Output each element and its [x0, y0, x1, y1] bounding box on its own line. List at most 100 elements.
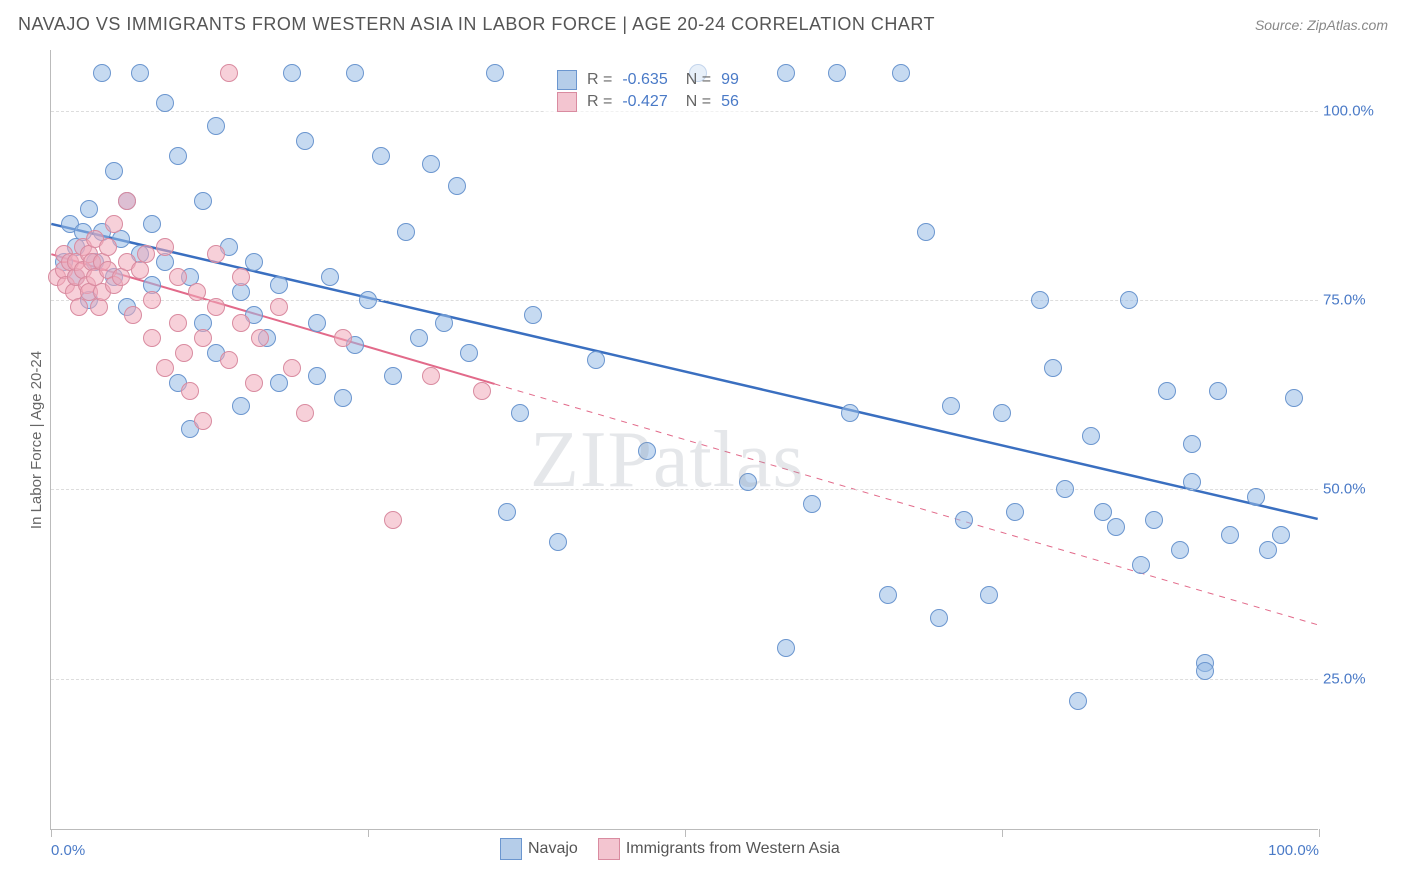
legend-swatch-navajo [500, 838, 522, 860]
data-point-immigrants [175, 344, 193, 362]
data-point-navajo [524, 306, 542, 324]
x-tick-mark [685, 829, 686, 837]
data-point-navajo [359, 291, 377, 309]
data-point-navajo [1209, 382, 1227, 400]
data-point-navajo [1132, 556, 1150, 574]
chart-title: NAVAJO VS IMMIGRANTS FROM WESTERN ASIA I… [18, 14, 935, 35]
data-point-navajo [321, 268, 339, 286]
data-point-navajo [308, 367, 326, 385]
data-point-immigrants [232, 314, 250, 332]
data-point-navajo [942, 397, 960, 415]
data-point-navajo [739, 473, 757, 491]
data-point-navajo [1183, 473, 1201, 491]
data-point-immigrants [220, 64, 238, 82]
data-point-navajo [1006, 503, 1024, 521]
data-point-immigrants [169, 314, 187, 332]
data-point-immigrants [473, 382, 491, 400]
data-point-immigrants [245, 374, 263, 392]
data-point-navajo [1285, 389, 1303, 407]
trend-lines-svg [51, 50, 1318, 829]
data-point-navajo [448, 177, 466, 195]
data-point-immigrants [105, 215, 123, 233]
data-point-navajo [334, 389, 352, 407]
data-point-navajo [1120, 291, 1138, 309]
legend-item-navajo: Navajo [500, 838, 578, 860]
data-point-navajo [397, 223, 415, 241]
data-point-immigrants [118, 192, 136, 210]
data-point-navajo [511, 404, 529, 422]
swatch-navajo [557, 70, 577, 90]
data-point-navajo [993, 404, 1011, 422]
stat-label-r: R = [587, 93, 612, 111]
data-point-immigrants [156, 238, 174, 256]
data-point-navajo [283, 64, 301, 82]
data-point-navajo [777, 639, 795, 657]
data-point-navajo [917, 223, 935, 241]
data-point-immigrants [207, 245, 225, 263]
data-point-navajo [1094, 503, 1112, 521]
data-point-navajo [270, 374, 288, 392]
data-point-navajo [169, 147, 187, 165]
data-point-navajo [372, 147, 390, 165]
x-tick-mark [1319, 829, 1320, 837]
stat-row-immigrants: R = -0.427 N = 56 [557, 92, 739, 112]
stat-label-n: N = [686, 93, 711, 111]
data-point-immigrants [422, 367, 440, 385]
trend-line [495, 384, 1318, 625]
x-tick-label-right: 100.0% [1268, 842, 1319, 859]
data-point-navajo [879, 586, 897, 604]
data-point-immigrants [194, 329, 212, 347]
data-point-immigrants [251, 329, 269, 347]
data-point-navajo [245, 253, 263, 271]
data-point-navajo [930, 609, 948, 627]
data-point-navajo [892, 64, 910, 82]
stat-r-immigrants: -0.427 [622, 93, 667, 111]
data-point-navajo [105, 162, 123, 180]
data-point-navajo [1247, 488, 1265, 506]
data-point-navajo [498, 503, 516, 521]
data-point-navajo [587, 351, 605, 369]
stat-label-n: N = [686, 71, 711, 89]
stat-n-navajo: 99 [721, 71, 739, 89]
data-point-navajo [207, 117, 225, 135]
data-point-navajo [828, 64, 846, 82]
data-point-navajo [143, 215, 161, 233]
data-point-immigrants [143, 329, 161, 347]
stat-row-navajo: R = -0.635 N = 99 [557, 70, 739, 90]
swatch-immigrants [557, 92, 577, 112]
data-point-immigrants [296, 404, 314, 422]
data-point-immigrants [220, 351, 238, 369]
x-tick-mark [1002, 829, 1003, 837]
data-point-immigrants [384, 511, 402, 529]
x-tick-mark [368, 829, 369, 837]
y-tick-label: 100.0% [1323, 102, 1388, 119]
data-point-navajo [1158, 382, 1176, 400]
data-point-navajo [346, 64, 364, 82]
y-axis-title: In Labor Force | Age 20-24 [28, 351, 45, 529]
scatter-plot-area: 25.0%50.0%75.0%100.0%0.0%100.0% [50, 50, 1318, 830]
data-point-navajo [232, 397, 250, 415]
data-point-immigrants [283, 359, 301, 377]
gridline-h [51, 489, 1318, 490]
data-point-immigrants [99, 238, 117, 256]
stat-r-navajo: -0.635 [622, 71, 667, 89]
data-point-navajo [980, 586, 998, 604]
x-tick-label-left: 0.0% [51, 842, 85, 859]
stat-n-immigrants: 56 [721, 93, 739, 111]
data-point-immigrants [194, 412, 212, 430]
data-point-navajo [1171, 541, 1189, 559]
data-point-immigrants [124, 306, 142, 324]
data-point-navajo [131, 64, 149, 82]
data-point-navajo [955, 511, 973, 529]
data-point-navajo [1107, 518, 1125, 536]
data-point-immigrants [188, 283, 206, 301]
legend-label-immigrants: Immigrants from Western Asia [626, 840, 840, 858]
data-point-navajo [1196, 662, 1214, 680]
data-point-navajo [384, 367, 402, 385]
data-point-immigrants [169, 268, 187, 286]
data-point-navajo [803, 495, 821, 513]
data-point-immigrants [270, 298, 288, 316]
data-point-navajo [1272, 526, 1290, 544]
x-tick-mark [51, 829, 52, 837]
data-point-navajo [308, 314, 326, 332]
